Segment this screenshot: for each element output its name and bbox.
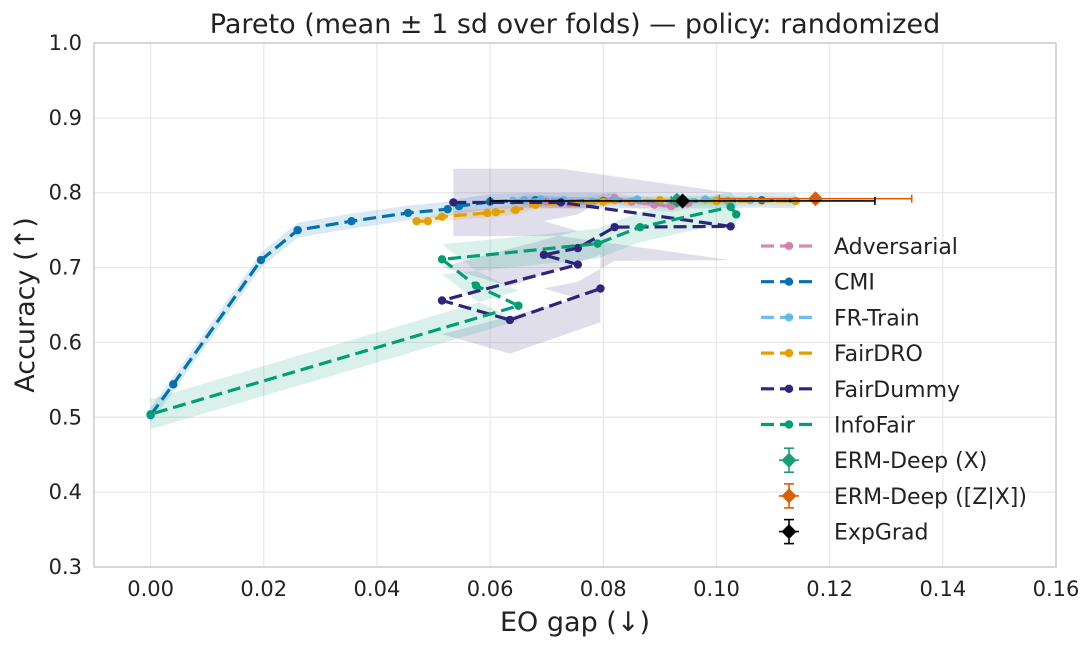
cmi-point — [256, 255, 266, 265]
fairdummy-point — [449, 198, 458, 207]
erm-deep-z-x-marker — [808, 191, 823, 207]
x-tick-label: 0.12 — [806, 577, 853, 601]
legend-marker-erm-deep-x — [781, 452, 797, 468]
legend-marker-expgrad — [781, 524, 797, 540]
x-axis-label: EO gap (↓) — [500, 607, 650, 638]
infofair-point — [732, 210, 741, 219]
cmi-point — [347, 216, 356, 226]
y-tick-label: 0.3 — [49, 555, 82, 579]
legend-marker-fairdro — [784, 348, 794, 358]
cmi-point — [443, 204, 452, 214]
legend-label-cmi: CMI — [834, 271, 875, 296]
x-tick-label: 0.10 — [693, 577, 740, 601]
legend: Adversarial CMI FR-Train FairDRO FairDummy In… — [761, 235, 1027, 546]
infofair-point — [514, 301, 523, 310]
error-points — [489, 191, 913, 209]
legend-label-adversarial: Adversarial — [834, 235, 958, 260]
series-lines — [146, 193, 800, 420]
infofair-line — [150, 205, 738, 416]
legend-marker-adversarial — [784, 241, 794, 251]
fairdummy-point — [437, 296, 447, 305]
fairdro-point — [423, 216, 433, 226]
x-tick-label: 0.14 — [919, 577, 966, 601]
y-tick-label: 1.0 — [49, 31, 82, 55]
fairdummy-point — [610, 222, 619, 232]
fairdummy-point — [539, 250, 549, 260]
y-tick-label: 0.4 — [49, 480, 82, 504]
legend-label-fr-train: FR-Train — [834, 306, 920, 331]
y-tick-label: 0.7 — [49, 256, 82, 280]
infofair-sd-band — [150, 191, 737, 430]
fairdro-sd-band — [416, 195, 796, 226]
cmi-point — [293, 225, 302, 235]
legend-label-expgrad: ExpGrad — [834, 521, 928, 546]
legend-marker-infofair — [784, 420, 794, 429]
infofair-point — [635, 222, 645, 232]
x-tick-label: 0.08 — [580, 577, 627, 601]
fairdummy-point — [573, 243, 583, 253]
legend-marker-erm-deep-z-x — [781, 488, 797, 504]
y-axis-label: Accuracy (↑) — [10, 217, 41, 393]
fairdummy-point — [596, 284, 605, 293]
fairdro-point — [437, 212, 447, 221]
plot-frame — [93, 42, 1057, 568]
fairdummy-line — [440, 200, 733, 322]
y-tick-label: 0.5 — [49, 405, 82, 429]
x-tick-label: 0.16 — [1033, 577, 1080, 601]
infofair-point — [593, 239, 602, 248]
legend-label-fairdummy: FairDummy — [834, 378, 960, 403]
fairdummy-point — [573, 260, 583, 269]
x-tick-label: 0.06 — [467, 577, 514, 601]
infofair-point — [146, 410, 155, 419]
fairdro-point — [412, 216, 421, 226]
x-tick-label: 0.04 — [354, 577, 401, 601]
x-tick-label: 0.00 — [127, 577, 174, 601]
infofair-point — [471, 281, 481, 290]
x-tick-label: 0.02 — [240, 577, 287, 601]
fairdro-point — [511, 205, 520, 215]
fairdummy-point — [556, 198, 566, 207]
fairdummy-point — [505, 315, 515, 325]
infofair-point — [437, 255, 447, 264]
legend-label-erm-deep-z-x: ERM-Deep ([Z|X]) — [834, 485, 1027, 510]
legend-label-infofair: InfoFair — [834, 414, 916, 439]
infofair-point — [726, 202, 735, 212]
y-tick-label: 0.9 — [49, 106, 82, 130]
cmi-point — [403, 208, 413, 218]
y-tick-label: 0.6 — [49, 330, 82, 354]
fairdro-point — [483, 208, 492, 218]
cmi-point — [169, 380, 178, 389]
fairdummy-point — [726, 222, 735, 231]
chart-title: Pareto (mean ± 1 sd over folds) — policy… — [210, 9, 940, 40]
legend-marker-cmi — [784, 277, 794, 286]
legend-label-erm-deep-x: ERM-Deep (X) — [834, 449, 987, 474]
fairdummy-sd-band — [442, 168, 731, 354]
legend-label-fairdro: FairDRO — [834, 342, 923, 367]
tick-labels: 0.00 0.02 0.04 0.06 0.08 0.10 0.12 0.14 0.16 0.3 0… — [49, 31, 1080, 601]
legend-marker-fr-train — [784, 313, 794, 322]
expgrad-marker — [675, 193, 691, 209]
y-tick-label: 0.8 — [49, 181, 82, 205]
fairdro-point — [491, 207, 500, 217]
legend-marker-fairdummy — [784, 384, 794, 393]
